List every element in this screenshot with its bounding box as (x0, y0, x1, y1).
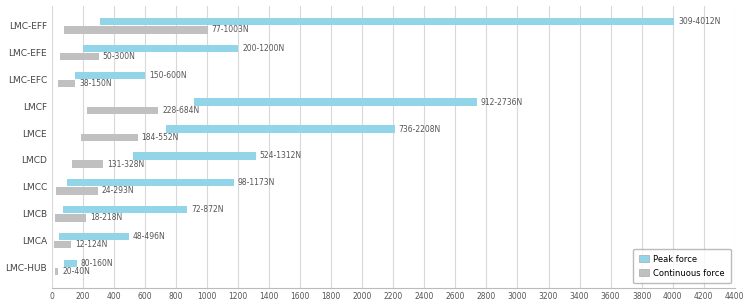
Bar (60, 53, 98, 60)
Text: 200-1200N: 200-1200N (242, 44, 284, 53)
Text: 20-40N: 20-40N (62, 267, 90, 276)
Text: 50-300N: 50-300N (103, 52, 135, 61)
Text: 77-1003N: 77-1003N (211, 25, 249, 34)
Bar (64, 26, 208, 33)
Text: 98-1173N: 98-1173N (238, 178, 275, 187)
Text: 184-552N: 184-552N (142, 133, 179, 142)
Text: 736-2208N: 736-2208N (398, 125, 441, 134)
Bar (55, 214, 86, 222)
Bar (59, 233, 129, 240)
Bar (54, 241, 71, 248)
Bar (64, 259, 76, 267)
Bar (56, 187, 98, 195)
Bar (194, 98, 476, 106)
Text: 24-293N: 24-293N (101, 186, 134, 196)
Legend: Peak force, Continuous force: Peak force, Continuous force (633, 249, 730, 283)
Text: 228-684N: 228-684N (162, 106, 200, 115)
Bar (72, 160, 103, 168)
Text: 12-124N: 12-124N (75, 240, 107, 249)
Text: 131-328N: 131-328N (106, 160, 144, 169)
Bar (63, 206, 188, 213)
Text: 18-218N: 18-218N (90, 213, 122, 222)
Text: 72-872N: 72-872N (191, 205, 224, 214)
Bar (166, 125, 394, 133)
Bar (68, 179, 234, 186)
Text: 48-496N: 48-496N (133, 232, 166, 241)
Bar (88, 107, 158, 114)
Bar (100, 18, 674, 25)
Text: 912-2736N: 912-2736N (481, 98, 523, 107)
Bar (56, 268, 58, 275)
Text: 38-150N: 38-150N (80, 79, 112, 88)
Bar (58, 80, 75, 87)
Text: 80-160N: 80-160N (81, 259, 113, 268)
Bar (80, 134, 138, 141)
Bar (75, 72, 146, 79)
Bar (134, 152, 256, 160)
Text: 150-600N: 150-600N (149, 71, 187, 80)
Bar (83, 45, 238, 52)
Text: 524-1312N: 524-1312N (260, 151, 302, 160)
Text: 309-4012N: 309-4012N (679, 17, 721, 26)
